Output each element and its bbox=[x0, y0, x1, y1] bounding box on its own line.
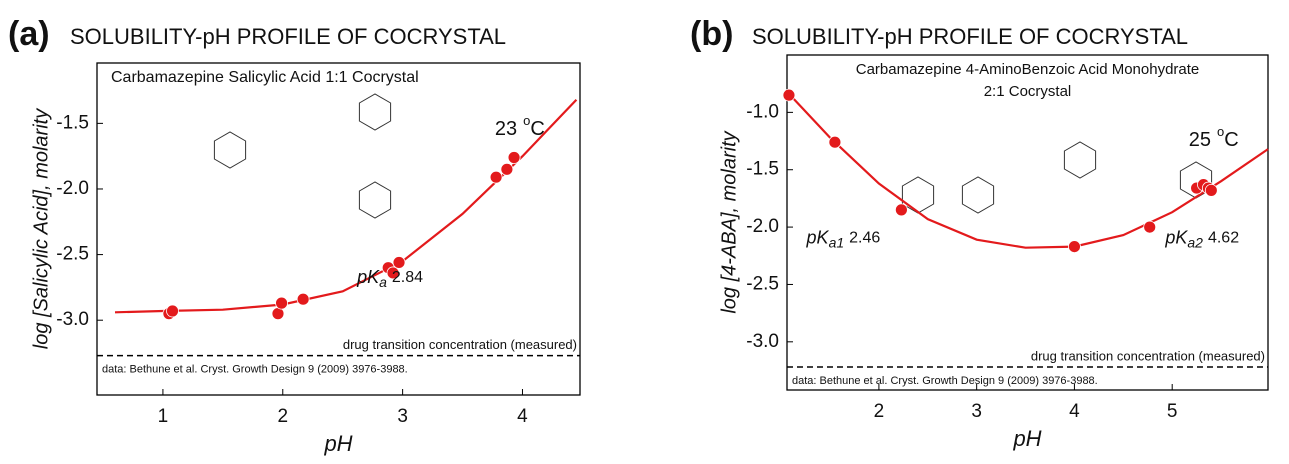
pka-subscript: a1 bbox=[829, 234, 845, 250]
x-axis-label: pH bbox=[1012, 426, 1041, 451]
data-point bbox=[386, 266, 400, 280]
data-point bbox=[894, 203, 908, 217]
temperature-label: 23 oC bbox=[495, 113, 545, 140]
y-tick-label: -1.0 bbox=[746, 101, 779, 122]
temperature-unit: C bbox=[530, 118, 544, 140]
temperature-value: 25 bbox=[1189, 129, 1211, 151]
data-point bbox=[500, 162, 514, 176]
pka-value: 2.84 bbox=[392, 269, 423, 286]
chart-subtitle: 2:1 Cocrystal bbox=[984, 83, 1072, 100]
data-point bbox=[489, 170, 503, 184]
data-point bbox=[782, 88, 796, 102]
y-tick-label: -3.0 bbox=[746, 331, 779, 352]
x-tick-label: 2 bbox=[874, 401, 885, 422]
data-point bbox=[1204, 183, 1218, 197]
chart-title: SOLUBILITY-pH PROFILE OF COCRYSTAL bbox=[70, 24, 506, 49]
pka-value: 4.62 bbox=[1208, 230, 1239, 247]
y-tick-label: -3.0 bbox=[56, 309, 89, 330]
x-tick-label: 4 bbox=[517, 406, 528, 427]
panel-label: (b) bbox=[690, 15, 733, 53]
x-axis-label: pH bbox=[323, 431, 352, 456]
temperature-value: 23 bbox=[495, 118, 517, 140]
data-point bbox=[1143, 220, 1157, 234]
y-tick-label: -2.0 bbox=[746, 216, 779, 237]
molecule-ring bbox=[1063, 141, 1097, 179]
y-tick-label: -2.5 bbox=[746, 273, 779, 294]
degree-sign: o bbox=[1217, 124, 1224, 139]
reference-label: drug transition concentration (measured) bbox=[343, 337, 577, 352]
data-note: data: Bethune et al. Cryst. Growth Desig… bbox=[102, 364, 408, 376]
chart-subtitle: Carbamazepine 4-AminoBenzoic Acid Monohy… bbox=[856, 61, 1200, 78]
y-tick-label: -1.5 bbox=[56, 112, 89, 133]
pka-symbol: pK bbox=[806, 227, 830, 247]
y-tick-label: -1.5 bbox=[746, 159, 779, 180]
pka-symbol: pK bbox=[356, 267, 380, 287]
pka-label: pKa2 4.62 bbox=[1164, 227, 1239, 250]
molecule-ring bbox=[961, 176, 995, 214]
data-point bbox=[275, 296, 288, 310]
temperature-unit: C bbox=[1224, 129, 1238, 151]
y-tick-label: -2.5 bbox=[56, 244, 89, 265]
plot-frame bbox=[96, 62, 581, 396]
fit-curve bbox=[786, 90, 1269, 249]
pka-label: pKa 2.84 bbox=[356, 267, 423, 290]
data-point bbox=[507, 151, 521, 164]
molecule-ring bbox=[358, 181, 392, 219]
data-point bbox=[828, 135, 842, 149]
x-tick-label: 1 bbox=[158, 406, 169, 427]
degree-sign: o bbox=[523, 113, 530, 128]
x-tick-label: 4 bbox=[1069, 401, 1080, 422]
chart-subtitle: Carbamazepine Salicylic Acid 1:1 Cocryst… bbox=[111, 69, 419, 86]
reference-label: drug transition concentration (measured) bbox=[1031, 348, 1265, 363]
pka-subscript: a bbox=[379, 274, 387, 290]
data-point bbox=[392, 256, 406, 269]
data-point bbox=[1068, 240, 1081, 253]
fit-curve bbox=[114, 98, 578, 314]
y-axis-label: log [4-ABA], molarity bbox=[718, 130, 740, 313]
x-tick-label: 3 bbox=[971, 401, 982, 422]
plot-frame bbox=[786, 54, 1269, 391]
y-axis-label: log [Salicylic Acid], molarity bbox=[30, 108, 52, 349]
x-tick-label: 2 bbox=[277, 406, 288, 427]
data-point bbox=[166, 304, 179, 318]
pka-value: 2.46 bbox=[849, 230, 880, 247]
pka-subscript: a2 bbox=[1187, 234, 1203, 250]
y-tick-label: -2.0 bbox=[56, 178, 89, 199]
temperature-label: 25 oC bbox=[1189, 124, 1239, 151]
x-tick-label: 3 bbox=[397, 406, 408, 427]
pka-label: pKa1 2.46 bbox=[806, 227, 881, 250]
pka-symbol: pK bbox=[1164, 227, 1188, 247]
x-tick-label: 5 bbox=[1167, 401, 1178, 422]
molecule-ring bbox=[358, 93, 392, 131]
chart-title: SOLUBILITY-pH PROFILE OF COCRYSTAL bbox=[752, 24, 1188, 49]
data-note: data: Bethune et al. Cryst. Growth Desig… bbox=[792, 375, 1098, 387]
panel-label: (a) bbox=[8, 15, 50, 53]
data-point bbox=[296, 292, 310, 306]
molecule-ring bbox=[213, 131, 247, 169]
